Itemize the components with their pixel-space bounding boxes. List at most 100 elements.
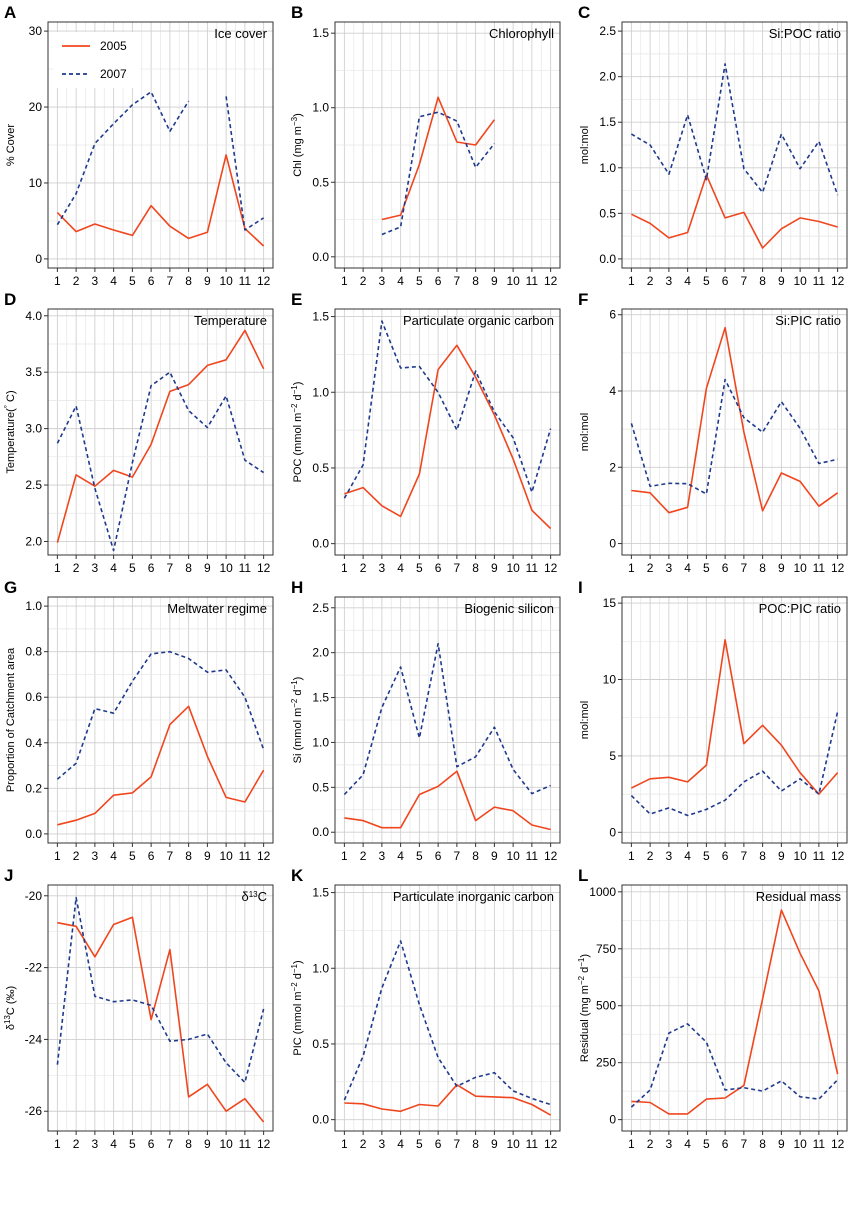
data-point-2005 [244,801,246,803]
data-point-2005 [668,1113,670,1115]
x-tick-label: 12 [257,1137,271,1151]
data-point-2005 [531,1103,533,1105]
data-point-2005 [761,247,763,249]
x-tick-label: 8 [759,561,766,575]
data-point-2005 [94,812,96,814]
y-axis-label-part: −1 [577,957,586,967]
data-point-2007 [630,794,632,796]
x-tick-label: 8 [185,561,192,575]
data-point-2007 [549,427,551,429]
data-point-2007 [818,1098,820,1100]
y-axis-label: mol:mol [579,701,591,740]
data-point-2005 [780,228,782,230]
x-tick-label: 2 [360,1137,367,1151]
data-point-2007 [206,1033,208,1035]
data-point-2005 [150,443,152,445]
x-tick-label: 7 [454,1137,461,1151]
x-tick-label: 6 [435,561,442,575]
data-point-2005 [549,828,551,830]
data-point-2005 [169,225,171,227]
y-tick-label: 0.5 [312,1037,329,1051]
panel-letter: A [4,3,16,22]
x-tick-label: 5 [129,849,136,863]
x-tick-label: 8 [759,274,766,288]
x-tick-label: 8 [185,1137,192,1151]
y-tick-label: 6 [609,308,616,322]
y-axis-label-part: −2 [290,982,299,992]
x-tick-label: 8 [472,274,479,288]
x-tick-label: 2 [360,849,367,863]
y-axis-label-part: −1 [290,385,299,395]
x-tick-label: 11 [813,1137,826,1151]
data-point-2005 [399,827,401,829]
x-tick-label: 7 [167,561,174,575]
data-point-2005 [56,922,58,924]
x-tick-label: 2 [647,274,654,288]
data-point-2007 [399,367,401,369]
panel-letter: E [291,290,302,309]
data-point-2005 [761,510,763,512]
data-point-2005 [244,329,246,331]
data-point-2005 [743,431,745,433]
y-tick-label: -26 [25,1104,43,1118]
series-line-2005 [56,329,265,543]
x-tick-label: 3 [379,274,386,288]
series-line-2005 [344,1084,551,1116]
data-point-2005 [686,506,688,508]
data-point-2007 [818,793,820,795]
x-tick-label: 1 [628,274,635,288]
data-point-2005 [493,806,495,808]
data-point-2005 [630,1100,632,1102]
series-line-2007 [343,940,551,1106]
panel-c: 0.00.51.01.52.02.51 2 3 4 5 6 7 8 9 10 11 12CSi:POC… [578,3,848,288]
y-axis-label-part: −2 [290,698,299,708]
x-tick-label: 6 [722,1137,729,1151]
data-point-2007 [818,140,820,142]
plot-frame [334,21,561,269]
data-point-2005 [531,509,533,511]
data-point-2005 [780,744,782,746]
plot-frame [334,884,561,1132]
panel-title: Meltwater regime [167,601,267,616]
x-tick-label: 2 [647,561,654,575]
data-point-2005 [262,368,264,370]
data-point-2007 [549,784,551,786]
y-tick-label: 0.0 [312,1113,329,1127]
x-tick-label: 4 [110,1137,117,1151]
y-tick-label: -24 [25,1032,43,1046]
series-line-2005 [631,909,839,1115]
x-tick-label: 10 [506,1137,520,1151]
data-point-2007 [668,173,670,175]
data-point-2005 [418,793,420,795]
y-axis-label: mol:mol [579,126,591,165]
data-point-2007 [418,365,420,367]
legend-label-2005: 2005 [100,39,127,53]
y-axis-label: Proportion of Catchment area [5,647,17,792]
panel-title: Ice cover [214,26,267,41]
plot-frame [621,21,848,269]
data-point-2007 [225,669,227,671]
data-point-2005 [418,1103,420,1105]
y-axis-label-part: −1 [290,680,299,690]
panel-letter: D [4,290,16,309]
data-point-2007 [437,111,439,113]
x-tick-label: 4 [684,274,691,288]
x-tick-label: 3 [92,849,99,863]
x-tick-label: 7 [167,1137,174,1151]
data-point-2007 [512,1090,514,1092]
x-tick-label: 9 [778,1137,785,1151]
data-point-2005 [705,1098,707,1100]
data-point-2007 [187,1038,189,1040]
data-point-2005 [56,541,58,543]
panel-title: δ13C [241,889,267,904]
data-point-2005 [418,163,420,165]
data-point-2005 [75,230,77,232]
panel-letter: J [4,866,13,885]
data-point-2005 [456,770,458,772]
data-point-2005 [630,489,632,491]
data-point-2005 [512,810,514,812]
x-tick-label: 12 [544,561,558,575]
data-point-2007 [225,395,227,397]
data-point-2007 [743,1087,745,1089]
